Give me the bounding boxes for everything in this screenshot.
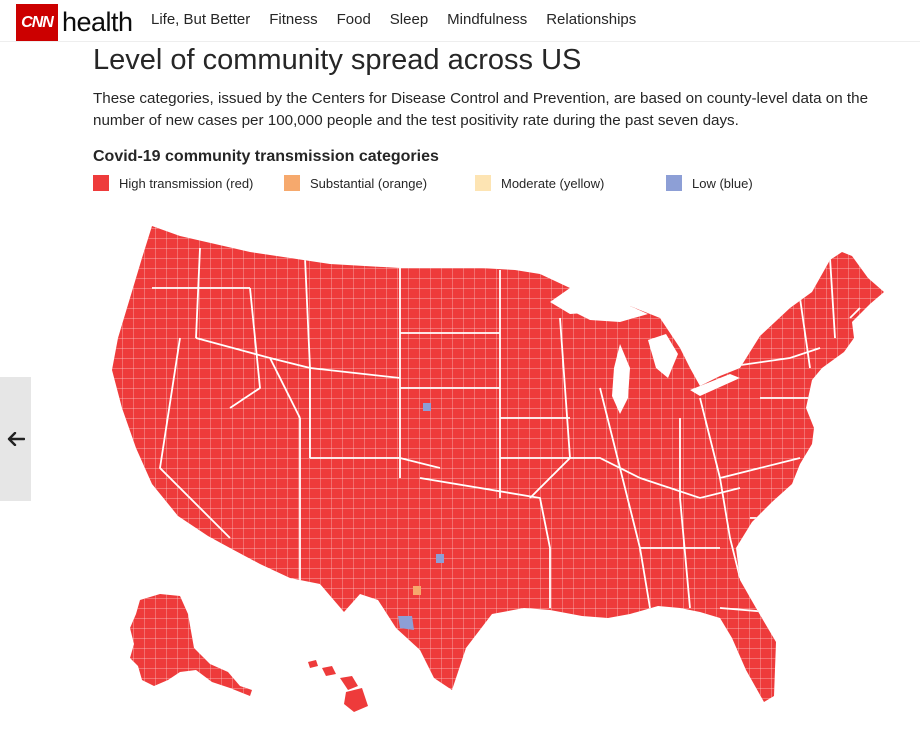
legend-label-moderate: Moderate (yellow) — [501, 175, 605, 191]
nav-life-but-better[interactable]: Life, But Better — [151, 11, 251, 28]
legend-label-high: High transmission (red) — [119, 175, 254, 191]
legend-swatch-moderate — [475, 175, 491, 191]
back-button[interactable] — [0, 377, 31, 501]
legend-title: Covid-19 community transmission categori… — [93, 148, 439, 165]
county-low-texas-north — [436, 554, 444, 563]
nav-food[interactable]: Food — [336, 11, 371, 28]
county-low-texas-west — [398, 616, 414, 630]
legend: High transmission (red) Substantial (ora… — [93, 175, 793, 195]
hawaii-shape — [308, 660, 368, 712]
nav-links: Life, But Better Fitness Food Sleep Mind… — [151, 11, 655, 28]
nav-sleep[interactable]: Sleep — [389, 11, 429, 28]
health-section-wordmark: health — [62, 7, 133, 37]
legend-swatch-high — [93, 175, 109, 191]
legend-item-moderate: Moderate (yellow) — [475, 175, 604, 191]
nav-mindfulness[interactable]: Mindfulness — [447, 11, 528, 28]
us-county-map — [100, 218, 900, 718]
county-borders — [112, 226, 884, 702]
county-low-colorado — [423, 403, 431, 411]
cnn-logo-mark: CNN — [16, 4, 58, 41]
nav-fitness[interactable]: Fitness — [269, 11, 318, 28]
arrow-left-icon — [7, 432, 25, 446]
nav-relationships[interactable]: Relationships — [546, 11, 637, 28]
county-substantial-texas — [413, 586, 421, 595]
legend-swatch-low — [666, 175, 682, 191]
top-nav: CNN health Life, But Better Fitness Food… — [0, 0, 920, 42]
legend-item-substantial: Substantial (orange) — [284, 175, 427, 191]
us-map-svg — [112, 226, 884, 712]
legend-item-high: High transmission (red) — [93, 175, 253, 191]
legend-label-substantial: Substantial (orange) — [310, 175, 428, 191]
legend-item-low: Low (blue) — [666, 175, 753, 191]
article-description: These categories, issued by the Centers … — [93, 90, 869, 129]
legend-label-low: Low (blue) — [692, 175, 753, 191]
legend-swatch-substantial — [284, 175, 300, 191]
alaska-borders — [130, 594, 252, 696]
article-headline: Level of community spread across US — [93, 44, 582, 76]
cnn-health-logo[interactable]: CNN health — [16, 4, 133, 41]
